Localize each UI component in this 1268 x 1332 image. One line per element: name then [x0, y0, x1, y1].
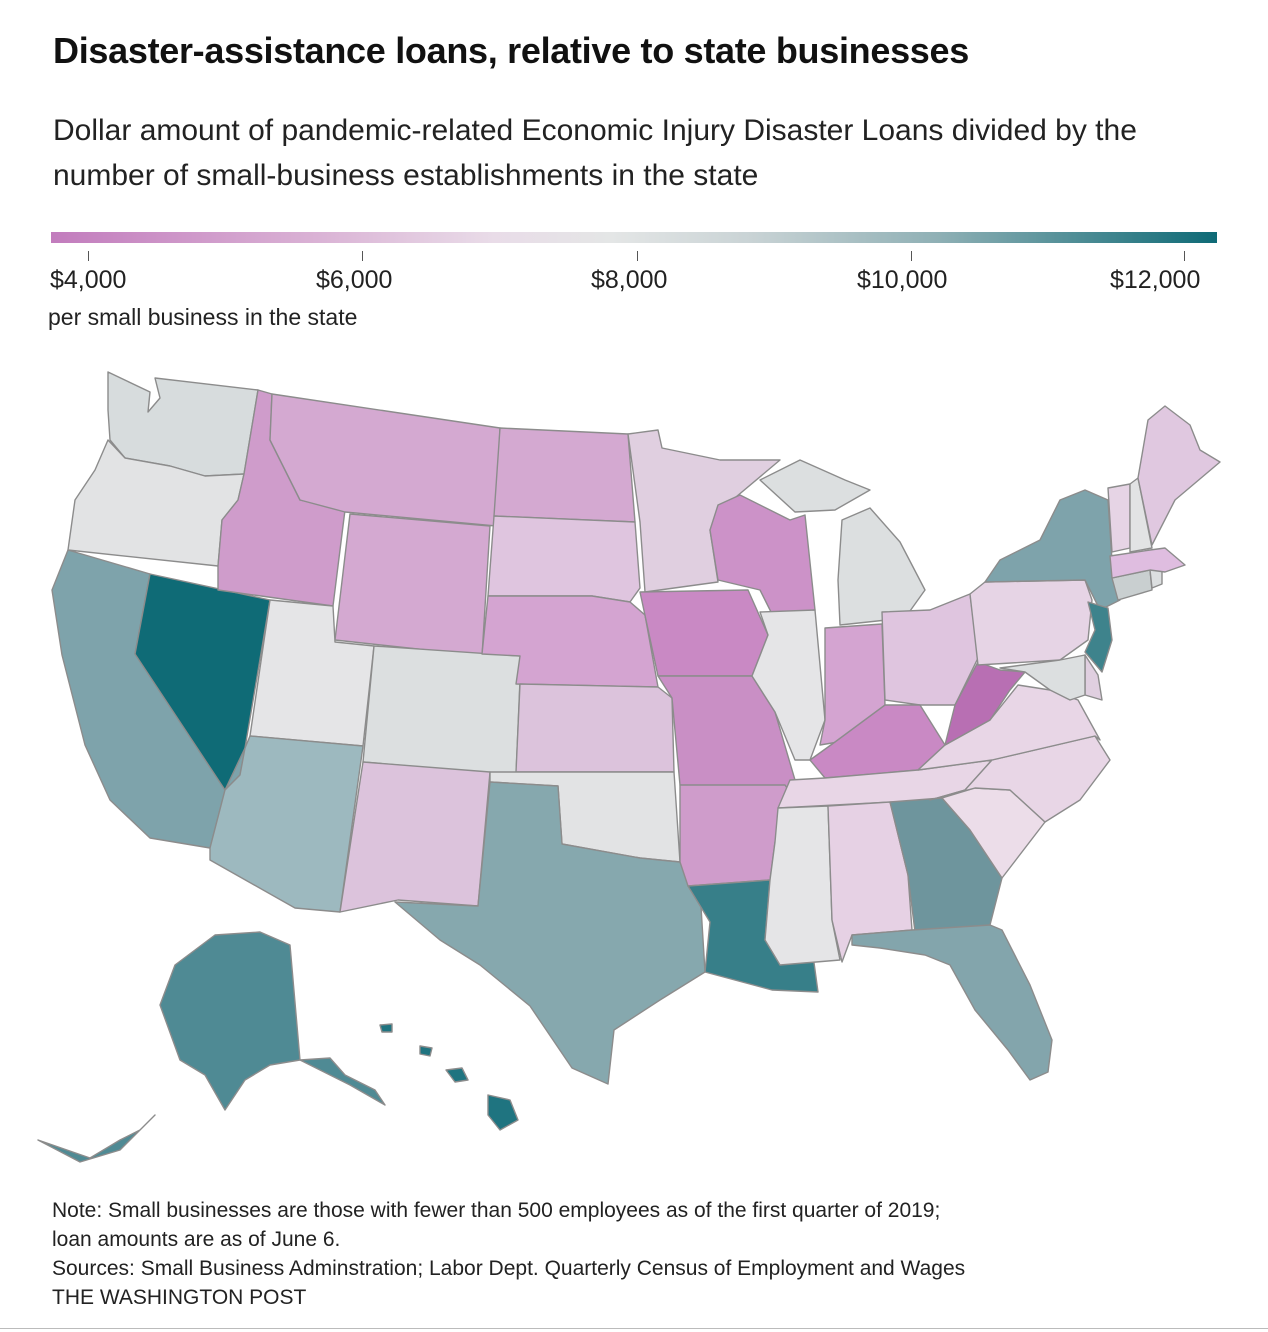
us-choropleth-map — [37, 371, 1221, 1163]
legend-tick-label: $6,000 — [316, 266, 393, 294]
bottom-divider — [0, 1328, 1268, 1329]
state-WY[interactable] — [334, 513, 491, 657]
chart-title: Disaster-assistance loans, relative to s… — [53, 30, 969, 71]
legend-tick-mark — [362, 251, 363, 261]
legend-tick-label: $4,000 — [50, 266, 127, 294]
credit-line: THE WASHINGTON POST — [52, 1286, 307, 1309]
state-AZ[interactable] — [209, 735, 364, 913]
state-FL[interactable] — [851, 924, 1053, 1081]
legend-tick-mark — [1184, 251, 1185, 261]
state-PA[interactable] — [969, 579, 1093, 666]
legend-tick-label: $12,000 — [1110, 266, 1201, 294]
sources-line: Sources: Small Business Adminstration; L… — [52, 1257, 966, 1280]
state-NV[interactable] — [134, 573, 271, 791]
state-MI[interactable] — [759, 459, 926, 626]
state-NC[interactable] — [929, 735, 1111, 823]
legend-unit-label: per small business in the state — [48, 304, 358, 330]
legend-tick-mark — [637, 251, 638, 261]
state-CO[interactable] — [362, 645, 522, 776]
legend-tick-label: $8,000 — [591, 266, 668, 294]
note-line-2: loan amounts are as of June 6. — [52, 1228, 341, 1251]
state-NH[interactable] — [1129, 477, 1153, 553]
state-IL[interactable] — [751, 609, 826, 761]
state-OH[interactable] — [881, 593, 979, 706]
state-NM[interactable] — [339, 761, 491, 913]
state-ME[interactable] — [1137, 405, 1221, 546]
state-NJ[interactable] — [1084, 601, 1113, 673]
note-line-1: Note: Small businesses are those with fe… — [52, 1199, 941, 1222]
legend-tick-label: $10,000 — [857, 266, 948, 294]
legend-tick-mark — [88, 251, 89, 261]
state-VT[interactable] — [1107, 483, 1131, 553]
state-MD[interactable] — [999, 654, 1086, 701]
state-TX[interactable] — [394, 781, 706, 1085]
state-NY[interactable] — [984, 489, 1121, 611]
state-IA[interactable] — [639, 589, 769, 677]
state-WV[interactable] — [944, 661, 1026, 746]
footnote-block: Note: Small businesses are those with fe… — [52, 1196, 1232, 1312]
state-AK[interactable] — [37, 931, 386, 1163]
state-KS[interactable] — [515, 683, 675, 773]
state-ND[interactable] — [493, 427, 636, 523]
legend-gradient-bar — [51, 232, 1217, 243]
state-HI[interactable] — [379, 1023, 519, 1131]
legend-tick-mark — [911, 251, 912, 261]
state-SD[interactable] — [487, 515, 641, 603]
state-MA[interactable] — [1109, 547, 1186, 579]
chart-subtitle: Dollar amount of pandemic-related Econom… — [53, 114, 1137, 192]
